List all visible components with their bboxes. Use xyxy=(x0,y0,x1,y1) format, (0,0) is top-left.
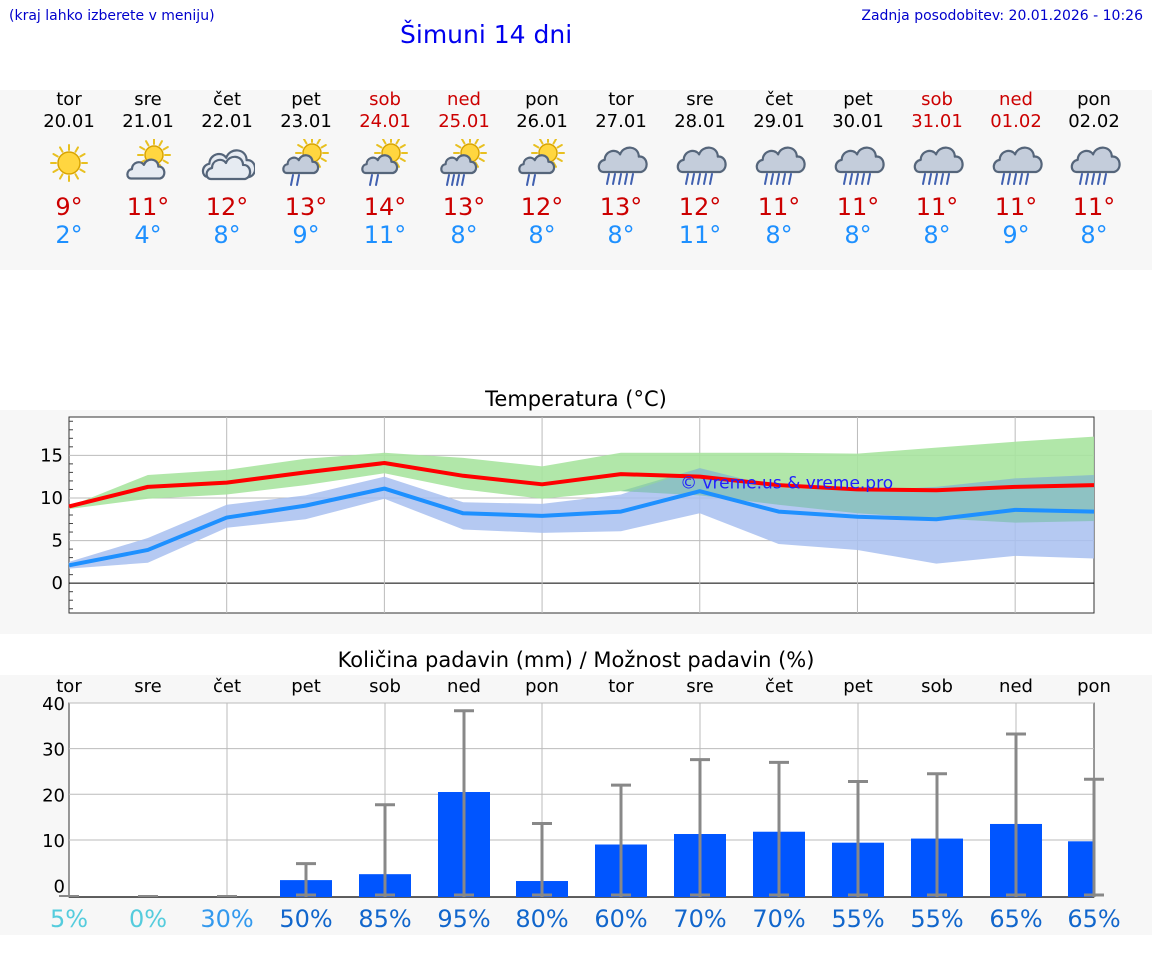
min-temperature: 8° xyxy=(450,221,478,249)
cloud-rain-icon xyxy=(755,146,806,185)
sun-cloud-light-rain-icon xyxy=(282,139,329,186)
temperature-band xyxy=(0,410,1152,634)
day-date: 21.01 xyxy=(122,111,174,132)
page-title: Šimuni 14 dni xyxy=(400,20,573,49)
sun-cloud-rain-icon xyxy=(440,139,487,186)
precipitation-chart-title: Količina padavin (mm) / Možnost padavin … xyxy=(337,648,815,672)
max-temperature: 13° xyxy=(442,193,486,221)
day-column: sre 21.01 11° 4° xyxy=(108,88,188,249)
max-temperature: 13° xyxy=(284,193,328,221)
day-name: pet xyxy=(843,89,873,110)
max-temperature: 12° xyxy=(520,193,564,221)
max-temperature: 11° xyxy=(836,193,880,221)
day-date: 27.01 xyxy=(595,111,647,132)
day-date: 30.01 xyxy=(832,111,884,132)
sun-cloud-light-rain-icon xyxy=(361,139,408,186)
day-column: čet 29.01 11° 8° xyxy=(739,88,819,249)
day-date: 23.01 xyxy=(280,111,332,132)
sun-icon xyxy=(50,144,88,182)
day-column: pet 30.01 11° 8° xyxy=(818,88,898,249)
cloud-rain-icon xyxy=(913,146,964,185)
min-temperature: 8° xyxy=(213,221,241,249)
day-name: ned xyxy=(447,89,481,110)
max-temperature: 14° xyxy=(363,193,407,221)
day-date: 20.01 xyxy=(43,111,95,132)
day-date: 29.01 xyxy=(753,111,805,132)
cloud-icon xyxy=(201,149,255,181)
min-temperature: 2° xyxy=(55,221,83,249)
location-hint[interactable]: (kraj lahko izberete v meniju) xyxy=(9,8,215,24)
day-date: 24.01 xyxy=(359,111,411,132)
cloud-rain-icon xyxy=(992,146,1043,185)
day-date: 22.01 xyxy=(201,111,253,132)
day-name: sre xyxy=(134,89,162,110)
min-temperature: 4° xyxy=(134,221,162,249)
min-temperature: 8° xyxy=(528,221,556,249)
max-temperature: 12° xyxy=(678,193,722,221)
day-name: tor xyxy=(56,89,82,110)
day-date: 31.01 xyxy=(911,111,963,132)
max-temperature: 13° xyxy=(599,193,643,221)
day-column: čet 22.01 12° 8° xyxy=(187,88,267,249)
day-name: pon xyxy=(1077,89,1111,110)
day-name: pon xyxy=(525,89,559,110)
day-date: 26.01 xyxy=(516,111,568,132)
day-date: 02.02 xyxy=(1068,111,1120,132)
max-temperature: 12° xyxy=(205,193,249,221)
forecast-band xyxy=(0,90,1152,270)
precipitation-band xyxy=(0,675,1152,935)
min-temperature: 8° xyxy=(844,221,872,249)
max-temperature: 11° xyxy=(1072,193,1116,221)
day-name: čet xyxy=(212,89,242,110)
max-temperature: 11° xyxy=(994,193,1038,221)
min-temperature: 8° xyxy=(765,221,793,249)
cloud-rain-icon xyxy=(676,146,727,185)
max-temperature: 9° xyxy=(55,193,83,221)
min-temperature: 11° xyxy=(678,221,722,249)
day-column: sob 24.01 14° 11° xyxy=(345,88,425,249)
max-temperature: 11° xyxy=(757,193,801,221)
last-updated: Zadnja posodobitev: 20.01.2026 - 10:26 xyxy=(861,8,1143,24)
day-name: čet xyxy=(764,89,794,110)
day-name: sre xyxy=(686,89,714,110)
day-name: ned xyxy=(999,89,1033,110)
day-column: pon 02.02 11° 8° xyxy=(1054,88,1134,249)
day-date: 01.02 xyxy=(990,111,1042,132)
day-name: sob xyxy=(369,89,401,110)
day-date: 28.01 xyxy=(674,111,726,132)
cloud-rain-icon xyxy=(834,146,885,185)
day-name: sob xyxy=(921,89,953,110)
daily-forecast: tor 20.01 9° 2° sre 21.01 11° 4° čet 22.01 12° 8° pe… xyxy=(0,88,1152,268)
min-temperature: 8° xyxy=(607,221,635,249)
max-temperature: 11° xyxy=(915,193,959,221)
day-column: ned 01.02 11° 9° xyxy=(976,88,1056,249)
min-temperature: 11° xyxy=(363,221,407,249)
day-column: tor 20.01 9° 2° xyxy=(29,88,109,249)
day-name: tor xyxy=(608,89,634,110)
day-column: pon 26.01 12° 8° xyxy=(502,88,582,249)
max-temperature: 11° xyxy=(126,193,170,221)
day-column: sre 28.01 12° 11° xyxy=(660,88,740,249)
sun-cloud-light-rain-icon xyxy=(518,139,565,186)
min-temperature: 8° xyxy=(923,221,951,249)
day-name: pet xyxy=(291,89,321,110)
temperature-chart-title: Temperatura (°C) xyxy=(485,387,667,411)
day-column: tor 27.01 13° 8° xyxy=(581,88,661,249)
min-temperature: 8° xyxy=(1080,221,1108,249)
min-temperature: 9° xyxy=(292,221,320,249)
day-column: ned 25.01 13° 8° xyxy=(424,88,504,249)
cloud-rain-icon xyxy=(1070,146,1121,185)
cloud-rain-icon xyxy=(597,146,648,185)
day-column: pet 23.01 13° 9° xyxy=(266,88,346,249)
day-column: sob 31.01 11° 8° xyxy=(897,88,977,249)
min-temperature: 9° xyxy=(1002,221,1030,249)
day-date: 25.01 xyxy=(438,111,490,132)
sun-cloud-icon xyxy=(126,139,171,180)
